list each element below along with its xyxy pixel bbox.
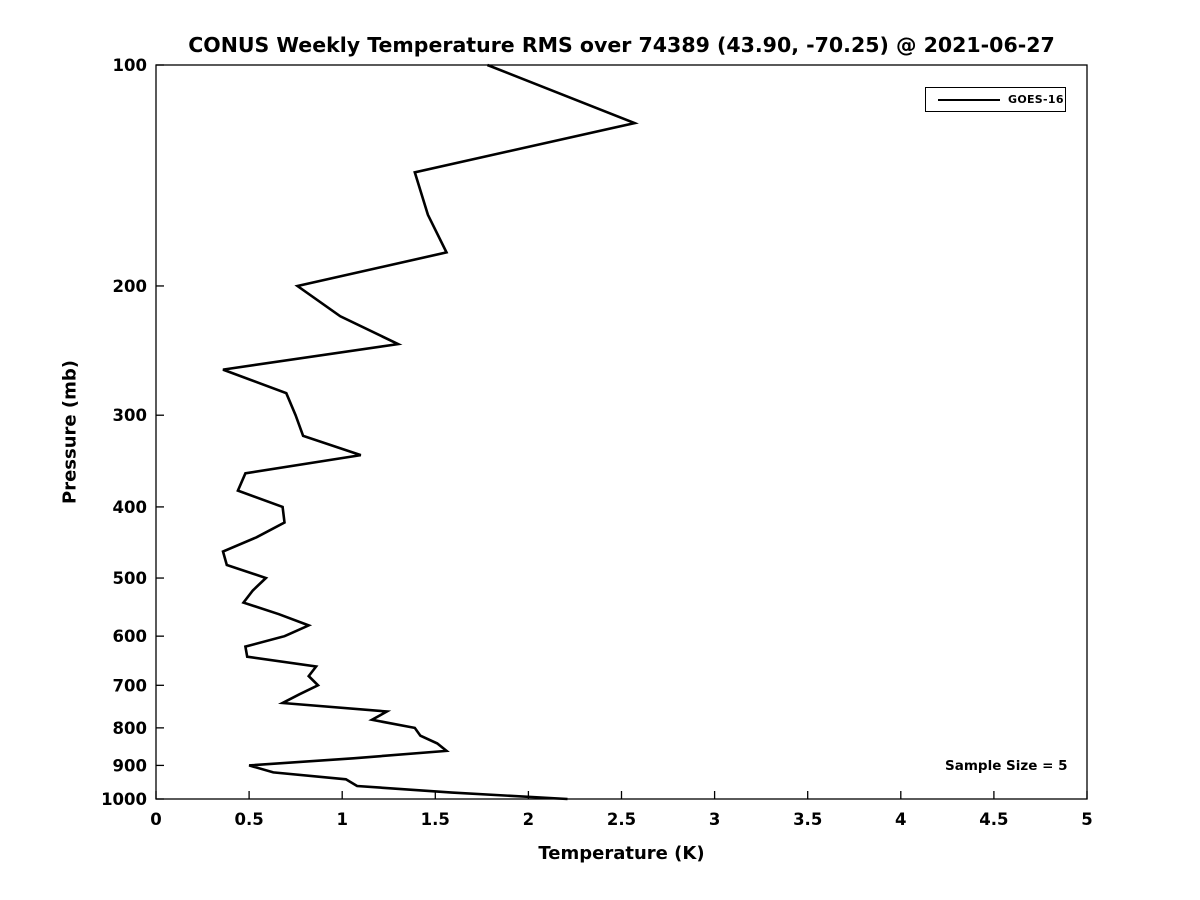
- x-tick-label: 2.5: [607, 810, 636, 829]
- x-tick-label: 2: [523, 810, 534, 829]
- axes-box: [155, 64, 1088, 800]
- y-axis-label: Pressure (mb): [59, 360, 81, 504]
- legend: GOES-16: [925, 87, 1066, 112]
- chart-title: CONUS Weekly Temperature RMS over 74389 …: [188, 33, 1055, 57]
- x-tick-label: 4.5: [979, 810, 1008, 829]
- x-tick-label: 3: [709, 810, 720, 829]
- y-tick-label: 300: [113, 406, 147, 425]
- data-line-goes-16: [221, 63, 639, 801]
- sample-size-annotation: Sample Size = 5: [945, 758, 1068, 774]
- y-tick-label: 400: [113, 498, 147, 517]
- x-tick-label: 5: [1081, 810, 1092, 829]
- legend-series-label: GOES-16: [1008, 93, 1064, 106]
- y-tick-label: 700: [113, 676, 147, 695]
- y-tick-label: 500: [113, 569, 147, 588]
- legend-line-swatch: [938, 98, 1000, 101]
- y-tick-label: 200: [113, 277, 147, 296]
- y-tick-label: 100: [113, 56, 147, 75]
- x-tick-label: 0.5: [234, 810, 263, 829]
- y-tick-label: 1000: [101, 790, 147, 809]
- x-tick-label: 1.5: [421, 810, 450, 829]
- x-tick-label: 3.5: [793, 810, 822, 829]
- y-tick-label: 600: [113, 627, 147, 646]
- x-tick-label: 4: [895, 810, 906, 829]
- x-tick-label: 0: [150, 810, 161, 829]
- x-axis-label: Temperature (K): [538, 843, 705, 864]
- y-tick-label: 800: [113, 719, 147, 738]
- x-tick-label: 1: [336, 810, 347, 829]
- y-tick-label: 900: [113, 756, 147, 775]
